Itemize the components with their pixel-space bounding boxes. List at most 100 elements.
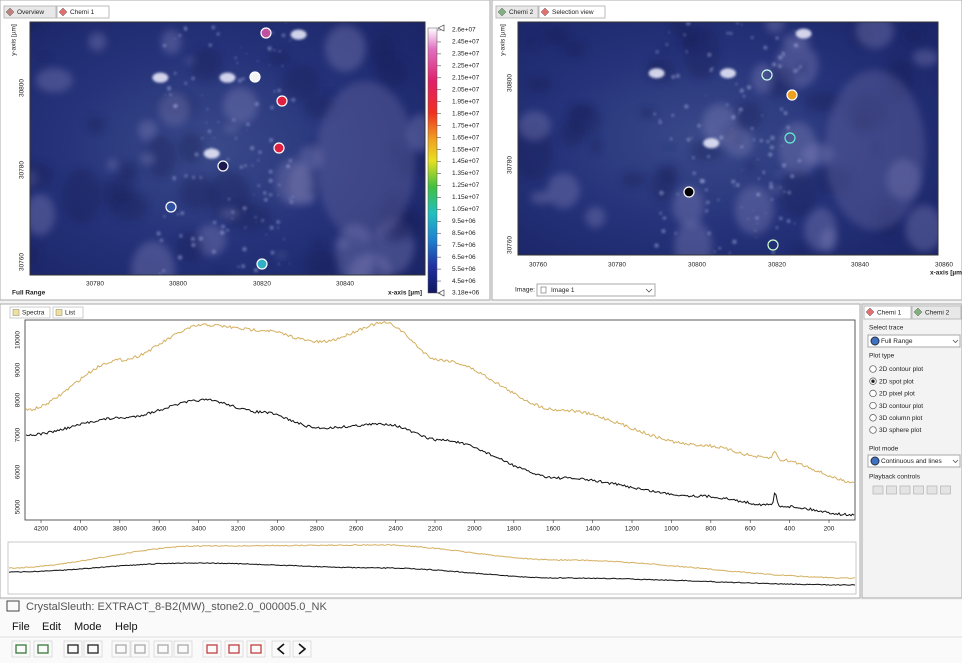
speck (764, 212, 767, 215)
texture (229, 202, 272, 232)
texture (585, 206, 606, 228)
radio-label[interactable]: 2D contour plot (879, 366, 923, 373)
speck (740, 145, 744, 149)
radio[interactable] (869, 414, 877, 422)
tab-label[interactable]: Spectra (22, 310, 45, 317)
spot[interactable] (217, 160, 229, 172)
playback-button[interactable] (926, 485, 938, 495)
tab[interactable] (56, 5, 110, 19)
dropdown-value[interactable]: Full Range (881, 338, 913, 345)
x-tick-label: 30780 (86, 281, 104, 288)
texture (281, 64, 322, 100)
tab[interactable] (3, 5, 57, 19)
speck (731, 127, 733, 130)
spectrum-trace-black (25, 398, 855, 517)
tab-label[interactable]: Chemi 2 (925, 310, 950, 317)
playback-button[interactable] (940, 485, 951, 495)
tab[interactable] (495, 5, 539, 19)
spot[interactable] (761, 69, 773, 81)
toolbar-button[interactable] (63, 640, 83, 658)
toolbar-button[interactable] (83, 640, 103, 658)
radio[interactable] (869, 389, 877, 398)
tab-label[interactable]: Selection view (552, 9, 594, 16)
playback-button[interactable] (913, 485, 924, 495)
tab[interactable] (9, 306, 51, 319)
spot[interactable] (784, 132, 796, 144)
toolbar-button[interactable] (130, 640, 150, 658)
playback-button[interactable] (886, 485, 897, 495)
toolbar-button[interactable] (11, 640, 31, 658)
dropdown[interactable] (867, 334, 961, 348)
toolbar-button[interactable] (292, 640, 312, 658)
radio[interactable] (869, 401, 877, 410)
spot[interactable] (249, 71, 261, 83)
toolbar-button[interactable] (246, 640, 266, 658)
toolbar-button[interactable] (111, 640, 131, 658)
spot[interactable] (260, 27, 272, 39)
texture (326, 89, 335, 95)
tab-label[interactable]: Chemi 2 (509, 9, 534, 16)
x-tick-label: 30840 (336, 281, 354, 288)
menu-item[interactable]: Mode (74, 621, 102, 633)
x-tick-label: 2600 (349, 526, 364, 533)
tab-label[interactable]: Overview (17, 9, 44, 16)
tab[interactable] (52, 306, 84, 319)
spot[interactable] (276, 95, 288, 107)
spot[interactable] (273, 142, 285, 154)
texture (775, 172, 785, 178)
crystal (219, 72, 236, 83)
toolbar-button[interactable] (173, 640, 193, 658)
spot[interactable] (683, 186, 695, 198)
speck (787, 190, 791, 195)
tab-label[interactable]: Chemi 1 (877, 310, 902, 317)
toolbar-button[interactable] (224, 640, 244, 658)
speck (201, 137, 204, 140)
spot[interactable] (256, 258, 268, 270)
tab[interactable] (863, 305, 912, 320)
x-tick-label: 4000 (73, 526, 88, 533)
toolbar-icon (298, 643, 307, 655)
dropdown-value[interactable]: Continuous and lines (881, 458, 942, 465)
texture (35, 68, 73, 93)
x-tick-label: 3000 (270, 526, 285, 533)
colorbar-label: 1.85e+07 (452, 110, 480, 117)
menu-item[interactable]: Help (115, 621, 138, 633)
speck (242, 247, 247, 252)
toolbar-button[interactable] (153, 640, 173, 658)
toolbar-button[interactable] (202, 640, 222, 658)
speck (750, 36, 754, 39)
texture (790, 244, 807, 255)
radio-label[interactable]: 3D column plot (879, 415, 923, 422)
toolbar-button[interactable] (271, 640, 291, 658)
tab-label[interactable]: Chemi 1 (70, 9, 95, 16)
toolbar-button[interactable] (33, 640, 53, 658)
speck (173, 104, 177, 108)
radio-label[interactable]: 2D pixel plot (879, 391, 915, 398)
tab-label[interactable]: List (65, 310, 75, 317)
spot[interactable] (767, 239, 779, 251)
radio-label[interactable]: 3D sphere plot (879, 427, 921, 434)
speck (159, 238, 164, 242)
tab[interactable] (538, 5, 606, 19)
radio[interactable] (869, 365, 877, 373)
speck (180, 211, 185, 215)
menu-item[interactable]: File (12, 621, 30, 633)
radio[interactable] (869, 426, 877, 434)
spot[interactable] (165, 201, 177, 213)
speck (732, 185, 735, 188)
tab[interactable] (911, 305, 962, 320)
radio-label[interactable]: 2D spot plot (879, 378, 914, 385)
colorbar-handle[interactable] (437, 24, 445, 32)
speck (184, 174, 188, 178)
speck (761, 114, 764, 117)
y-tick-label: 5000 (15, 499, 22, 514)
radio-label[interactable]: 3D contour plot (879, 403, 923, 410)
image-select-value[interactable]: Image 1 (551, 287, 575, 294)
spot[interactable] (786, 89, 798, 101)
playback-button[interactable] (899, 485, 911, 495)
playback-button[interactable] (872, 485, 884, 495)
image-select[interactable] (536, 283, 656, 297)
menu-item[interactable]: Edit (42, 621, 61, 633)
dropdown[interactable] (867, 454, 961, 468)
